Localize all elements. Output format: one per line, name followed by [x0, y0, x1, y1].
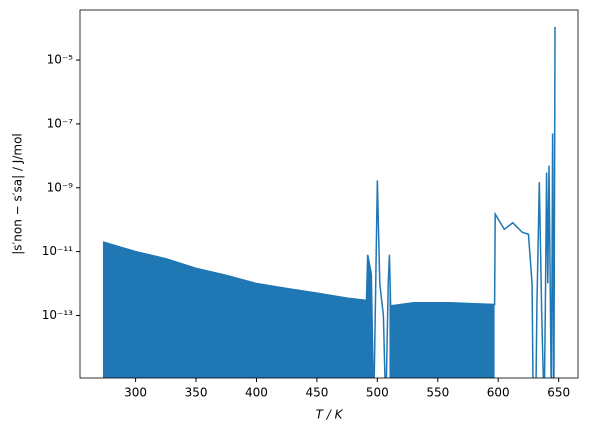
- x-tick-label: 350: [185, 386, 208, 400]
- x-axis-label: T / K: [316, 408, 344, 422]
- y-tick-label: 10⁻⁹: [47, 180, 74, 194]
- noise-fill: [102, 242, 373, 378]
- x-tick-label: 650: [547, 386, 570, 400]
- x-tick-label: 400: [245, 386, 268, 400]
- x-tick-label: 600: [487, 386, 510, 400]
- x-tick-label: 550: [426, 386, 449, 400]
- y-tick-label: 10⁻¹³: [42, 308, 73, 322]
- noise-fill: [389, 254, 495, 378]
- data-line: [102, 26, 556, 378]
- y-tick-label: 10⁻⁵: [47, 53, 74, 67]
- x-tick-label: 300: [124, 386, 147, 400]
- x-tick-label: 450: [305, 386, 328, 400]
- y-tick-label: 10⁻¹¹: [42, 244, 73, 258]
- x-tick-label: 500: [366, 386, 389, 400]
- plot-frame: [79, 9, 579, 379]
- y-tick-label: 10⁻⁷: [47, 116, 74, 130]
- y-axis-label: |s′non − s′sa| / J/mol: [11, 133, 25, 255]
